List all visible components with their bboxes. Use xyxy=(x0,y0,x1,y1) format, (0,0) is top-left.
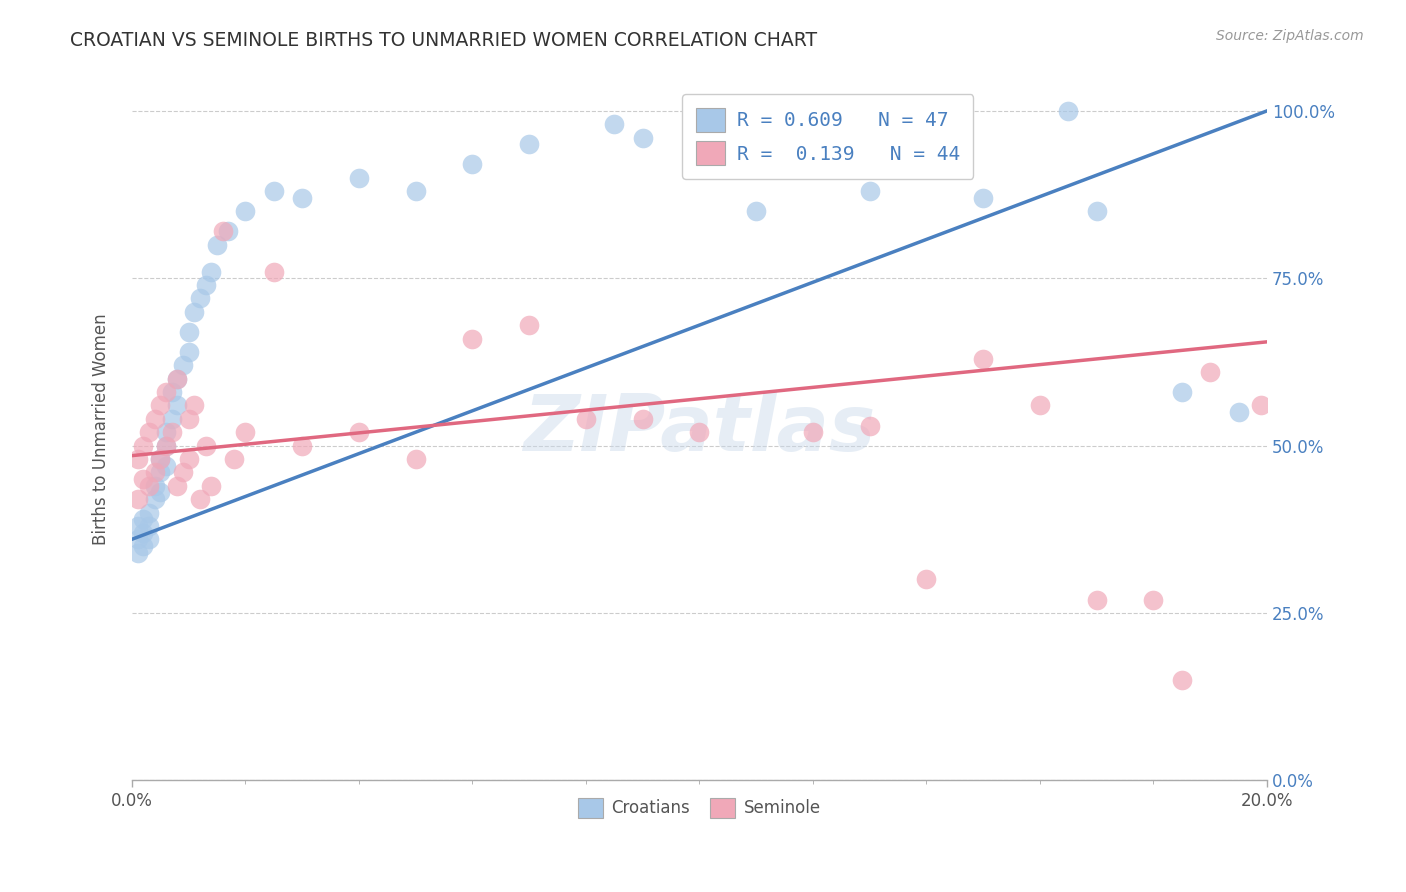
Y-axis label: Births to Unmarried Women: Births to Unmarried Women xyxy=(93,313,110,545)
Point xyxy=(143,492,166,507)
Point xyxy=(138,519,160,533)
Point xyxy=(155,425,177,440)
Point xyxy=(575,412,598,426)
Point xyxy=(166,372,188,386)
Point xyxy=(461,157,484,171)
Point xyxy=(745,204,768,219)
Point xyxy=(1085,592,1108,607)
Point xyxy=(1142,592,1164,607)
Point xyxy=(405,452,427,467)
Point xyxy=(222,452,245,467)
Point xyxy=(972,191,994,205)
Point xyxy=(1085,204,1108,219)
Point xyxy=(160,385,183,400)
Point xyxy=(149,399,172,413)
Point xyxy=(859,418,882,433)
Point xyxy=(177,412,200,426)
Point xyxy=(194,277,217,292)
Point xyxy=(155,458,177,473)
Point xyxy=(132,472,155,486)
Point xyxy=(461,331,484,345)
Point xyxy=(166,372,188,386)
Point xyxy=(155,385,177,400)
Point xyxy=(1199,365,1222,379)
Point xyxy=(138,479,160,493)
Point xyxy=(138,425,160,440)
Point xyxy=(177,452,200,467)
Point xyxy=(603,117,626,131)
Point xyxy=(194,439,217,453)
Point xyxy=(263,184,285,198)
Point xyxy=(801,425,824,440)
Point xyxy=(1171,673,1194,687)
Point xyxy=(143,479,166,493)
Point xyxy=(205,237,228,252)
Point xyxy=(183,304,205,318)
Point xyxy=(149,485,172,500)
Point xyxy=(127,519,149,533)
Point xyxy=(688,425,710,440)
Point xyxy=(291,439,314,453)
Point xyxy=(127,546,149,560)
Point xyxy=(200,479,222,493)
Point xyxy=(172,466,194,480)
Point xyxy=(211,224,233,238)
Point xyxy=(132,539,155,553)
Point xyxy=(143,412,166,426)
Point xyxy=(688,111,710,125)
Point xyxy=(166,479,188,493)
Point xyxy=(200,264,222,278)
Point xyxy=(291,191,314,205)
Point xyxy=(132,525,155,540)
Point xyxy=(972,351,994,366)
Point xyxy=(235,204,257,219)
Point xyxy=(517,318,540,332)
Point xyxy=(517,137,540,152)
Text: Source: ZipAtlas.com: Source: ZipAtlas.com xyxy=(1216,29,1364,43)
Point xyxy=(160,412,183,426)
Point xyxy=(188,291,211,305)
Point xyxy=(235,425,257,440)
Point xyxy=(177,325,200,339)
Point xyxy=(127,452,149,467)
Point xyxy=(1227,405,1250,419)
Point xyxy=(155,439,177,453)
Point xyxy=(347,425,370,440)
Point xyxy=(138,533,160,547)
Point xyxy=(132,439,155,453)
Point xyxy=(188,492,211,507)
Point xyxy=(177,344,200,359)
Point xyxy=(166,399,188,413)
Legend: Croatians, Seminole: Croatians, Seminole xyxy=(571,791,827,825)
Point xyxy=(149,466,172,480)
Point xyxy=(347,170,370,185)
Point xyxy=(127,533,149,547)
Point xyxy=(631,412,654,426)
Point xyxy=(149,452,172,467)
Point xyxy=(1250,399,1272,413)
Point xyxy=(149,452,172,467)
Point xyxy=(263,264,285,278)
Point xyxy=(1029,399,1052,413)
Point xyxy=(138,506,160,520)
Point xyxy=(859,184,882,198)
Point xyxy=(631,130,654,145)
Point xyxy=(127,492,149,507)
Point xyxy=(132,512,155,526)
Point xyxy=(217,224,239,238)
Text: ZIPatlas: ZIPatlas xyxy=(523,391,876,467)
Point xyxy=(160,425,183,440)
Point xyxy=(172,359,194,373)
Text: CROATIAN VS SEMINOLE BIRTHS TO UNMARRIED WOMEN CORRELATION CHART: CROATIAN VS SEMINOLE BIRTHS TO UNMARRIED… xyxy=(70,31,817,50)
Point xyxy=(915,573,938,587)
Point xyxy=(1057,103,1080,118)
Point xyxy=(405,184,427,198)
Point xyxy=(143,466,166,480)
Point xyxy=(183,399,205,413)
Point xyxy=(155,439,177,453)
Point xyxy=(1171,385,1194,400)
